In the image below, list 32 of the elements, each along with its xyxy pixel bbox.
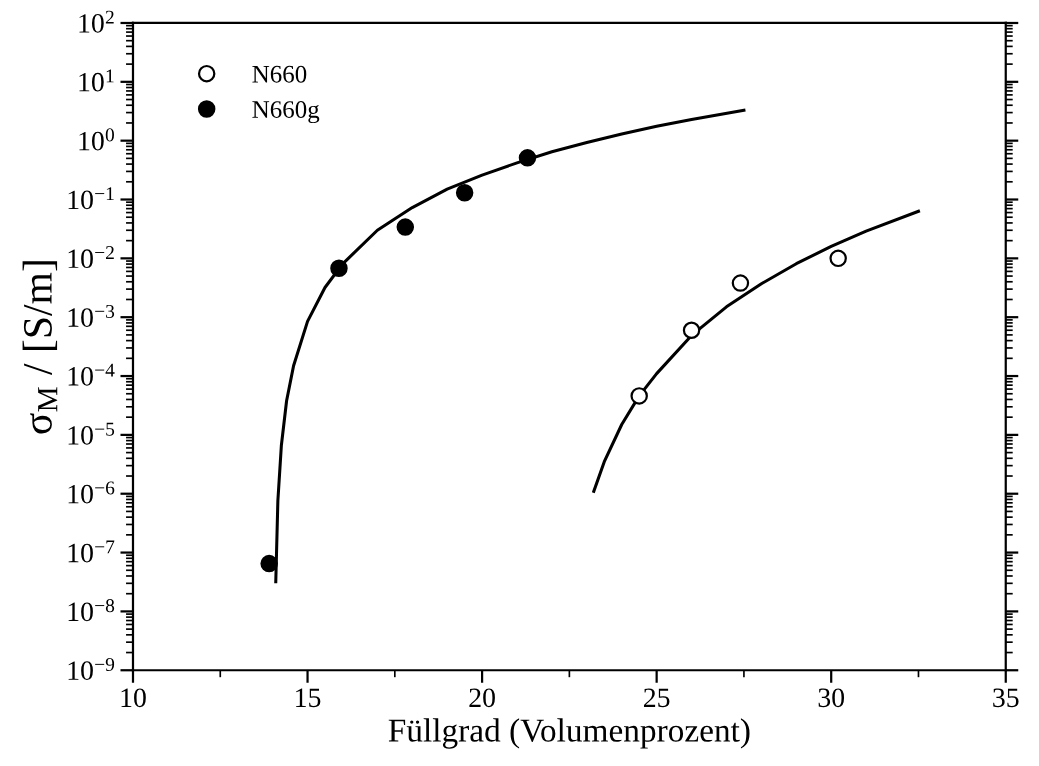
point — [630, 387, 648, 405]
point — [731, 274, 750, 292]
y-tick-label: 10$^{−3}$ — [68, 304, 115, 327]
y-tick-label: 10$^{−4}$ — [68, 363, 115, 386]
legend-label: N660 — [252, 65, 307, 83]
x-tick-label: 25 — [643, 688, 670, 708]
y-tick-label: 10$^{−7}$ — [68, 540, 115, 563]
y-tick-label: 10$^{1}$ — [79, 69, 114, 92]
x-tick-label: 15 — [296, 688, 321, 708]
point — [260, 554, 278, 573]
point — [330, 259, 348, 277]
line-series — [592, 209, 921, 493]
y-tick-label: 10$^{−8}$ — [68, 599, 115, 622]
y-tick-label: 10$^{−5}$ — [68, 422, 115, 445]
point — [455, 184, 474, 202]
point — [518, 149, 537, 167]
point — [396, 218, 415, 236]
x-tick-label: 10 — [121, 688, 146, 708]
y-tick-label: 10$^{−1}$ — [68, 187, 114, 210]
y-axis-title: σ$_{M}$ / [S/m] — [22, 261, 58, 434]
x-tick-label: 20 — [469, 688, 495, 708]
x-tick-label: 35 — [993, 688, 1019, 708]
y-tick-label: 10$^{−6}$ — [68, 481, 115, 504]
x-tick-label: 30 — [818, 688, 845, 708]
y-tick-label: 10$^{0}$ — [79, 128, 114, 151]
point — [829, 249, 847, 268]
point — [682, 321, 701, 339]
y-tick-label: 10$^{−9}$ — [68, 657, 115, 681]
x-axis-title: Füllgrad (Volumenprozent) — [388, 718, 750, 749]
y-tick-label: 10$^{−2}$ — [68, 246, 114, 269]
legend-label: N660g — [252, 101, 320, 124]
y-tick-label: 10$^{2}$ — [79, 10, 114, 33]
